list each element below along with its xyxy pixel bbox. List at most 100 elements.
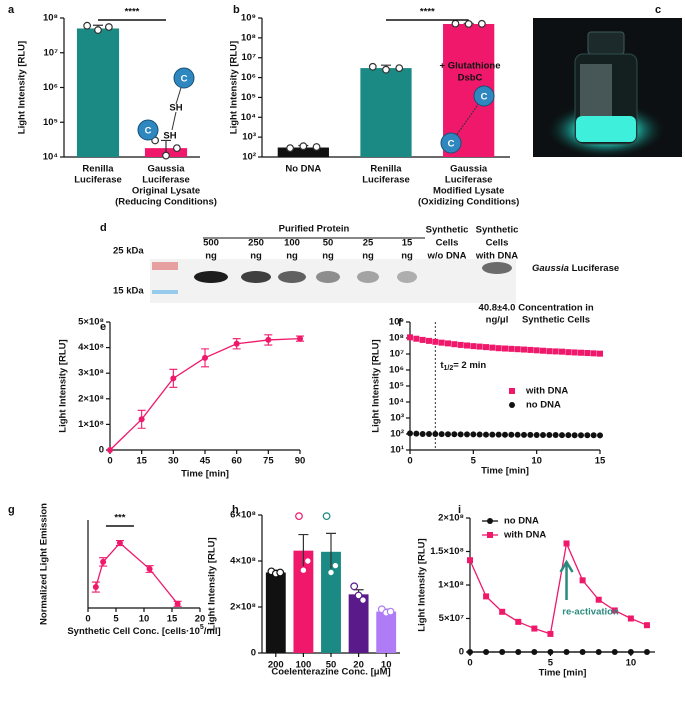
marker — [233, 340, 240, 347]
marker — [595, 596, 602, 603]
marker-label: 15 kDa — [113, 286, 144, 297]
marker — [540, 431, 546, 438]
marker — [611, 649, 618, 655]
panel-label: h — [232, 504, 239, 516]
bar — [348, 594, 369, 653]
series-line — [95, 542, 179, 605]
marker — [451, 341, 458, 348]
vial-photo — [533, 18, 682, 158]
y-axis-label: Light Intensity [RLU] — [58, 339, 69, 432]
y-tick-label: 10² — [242, 152, 256, 163]
lane-label: ng — [205, 251, 217, 262]
marker — [483, 649, 490, 655]
marker — [413, 430, 420, 437]
y-tick-label: 10⁵ — [389, 381, 404, 392]
marker — [265, 336, 272, 343]
x-tick-label: 10 — [626, 658, 637, 669]
marker — [107, 447, 113, 453]
legend-label: with DNA — [503, 530, 546, 541]
marker — [611, 607, 618, 614]
data-point — [172, 144, 181, 153]
marker — [559, 432, 565, 439]
marker — [546, 432, 553, 439]
marker — [533, 431, 540, 438]
legend-marker — [509, 388, 515, 394]
y-tick-label: 2×10⁸ — [438, 513, 464, 524]
y-tick-label: 0 — [99, 445, 104, 456]
x-tick-label: 45 — [200, 456, 211, 467]
y-tick-label: 10⁶ — [43, 82, 58, 93]
y-tick-label: 10⁸ — [43, 13, 58, 24]
marker — [407, 430, 413, 437]
category-label: Renilla — [82, 164, 114, 175]
panel-label: a — [8, 4, 15, 16]
marker — [297, 335, 303, 342]
band-label-italic: Gaussia — [532, 263, 569, 274]
data-point — [477, 19, 486, 28]
marker — [571, 432, 578, 439]
marker — [502, 431, 508, 438]
marker — [146, 566, 153, 573]
significance-label: **** — [420, 7, 435, 18]
lane-label: 50 — [323, 238, 334, 249]
gel-image — [150, 259, 516, 303]
lane-label: ng — [362, 251, 374, 262]
gel-band — [278, 271, 306, 283]
y-tick-label: 4×10⁸ — [230, 556, 256, 567]
lane-label: 100 — [284, 238, 300, 249]
y-tick-label: 10⁵ — [241, 92, 256, 103]
diagram-bond — [171, 111, 177, 131]
x-tick-label: 90 — [295, 456, 306, 467]
annotation: + Glutathione — [440, 61, 501, 72]
marker — [457, 341, 464, 348]
x-axis-label: Synthetic Cell Conc. [cells·105/ml] — [67, 624, 220, 636]
marker — [571, 349, 578, 356]
concentration-label: Concentration in — [518, 303, 594, 314]
y-axis-label: Light Intensity [RLU] — [371, 339, 382, 432]
data-point — [286, 144, 295, 153]
data-point — [395, 64, 404, 72]
y-tick-label: 10⁵ — [43, 117, 58, 128]
marker — [489, 431, 496, 438]
y-tick-label: 0 — [459, 647, 464, 658]
lane-label: Synthetic — [476, 225, 519, 236]
panel-label: g — [8, 504, 15, 516]
category-label: Luciferase — [74, 175, 122, 186]
y-tick-label: 10⁷ — [44, 47, 59, 58]
x-axis-label: Time [min] — [181, 469, 229, 480]
data-point — [83, 21, 92, 30]
marker — [483, 344, 489, 351]
y-tick-label: 10⁹ — [241, 13, 256, 24]
y-tick-label: 2×10⁸ — [230, 602, 256, 613]
marker — [515, 649, 522, 655]
lane-label: 500 — [203, 238, 219, 249]
annotation-part: t — [440, 360, 444, 371]
marker — [476, 431, 483, 438]
marker — [92, 584, 99, 591]
panel-label: e — [100, 321, 106, 333]
category-label: 10 — [381, 660, 392, 671]
error-bar — [298, 533, 309, 567]
legend-label: with DNA — [525, 386, 568, 397]
marker — [470, 431, 477, 438]
marker — [590, 350, 597, 357]
y-axis-label: Light Intensity [RLU] — [17, 41, 28, 134]
marker — [495, 431, 502, 438]
legend-marker — [487, 518, 493, 524]
data-point — [331, 561, 340, 570]
marker — [531, 625, 538, 632]
data-point — [386, 607, 395, 616]
x-tick-label: 15 — [167, 614, 178, 625]
marker — [464, 342, 470, 349]
y-axis-label: Light Intensity [RLU] — [207, 537, 218, 630]
lane-label: Cells — [486, 238, 509, 249]
marker — [432, 431, 439, 437]
lane-label: ng — [286, 251, 298, 262]
x-axis-label: Coelenterazine Conc. [μM] — [271, 667, 390, 678]
marker — [138, 416, 145, 423]
y-tick-label: 10⁴ — [43, 152, 59, 163]
marker — [597, 432, 603, 439]
marker — [438, 431, 445, 438]
x-axis-label-part: Synthetic Cell Conc. [cells·10 — [67, 626, 200, 637]
